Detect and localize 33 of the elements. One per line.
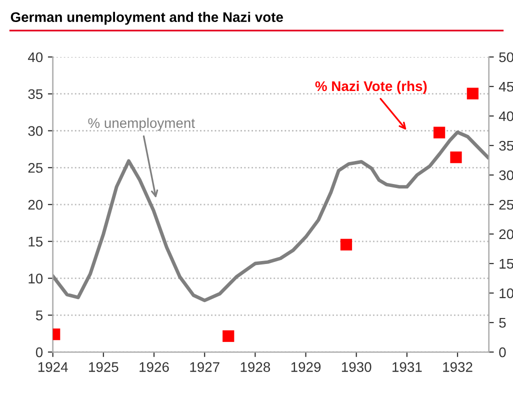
- y2-tick-label: 0: [499, 347, 506, 358]
- annotation: % unemployment: [88, 118, 195, 131]
- y-tick-label: 10: [28, 274, 43, 284]
- y-tick-label: 0: [36, 347, 43, 358]
- x-tick-label: 1926: [140, 362, 169, 372]
- y2-tick-label: 45: [498, 82, 513, 92]
- y-tick-label: 15: [28, 236, 43, 247]
- y2-tick-label: 5: [499, 318, 506, 328]
- x-tick-label: 1928: [240, 362, 270, 372]
- x-tick-label: 1924: [38, 362, 68, 372]
- line-series: [52, 130, 489, 302]
- point: [340, 238, 352, 250]
- y-tick-label: 25: [28, 162, 43, 173]
- point: [434, 126, 446, 138]
- y-tick-label: 30: [28, 126, 43, 136]
- y2-tick-label: 25: [499, 200, 513, 210]
- point: [450, 151, 462, 164]
- annotation: % Nazi Vote (rhs): [315, 80, 427, 94]
- x-tick-label: 1932: [443, 362, 472, 372]
- point: [222, 330, 234, 342]
- y2-tick-label: 15: [500, 259, 513, 269]
- chart-title: German unemployment and the Nazi vote: [10, 12, 283, 25]
- y-tick-label: 40: [28, 52, 43, 62]
- y-tick-label: 5: [36, 310, 43, 320]
- x-tick-label: 1929: [291, 362, 321, 372]
- point: [466, 88, 479, 100]
- x-tick-label: 1927: [190, 362, 220, 372]
- y2-tick-label: 35: [499, 140, 513, 151]
- x-tick-label: 1931: [392, 362, 422, 372]
- y-tick-label: 35: [28, 89, 43, 100]
- y-tick-label: 20: [28, 200, 43, 210]
- x-tick-label: 1925: [89, 362, 118, 372]
- x-tick-label: 1930: [342, 362, 372, 372]
